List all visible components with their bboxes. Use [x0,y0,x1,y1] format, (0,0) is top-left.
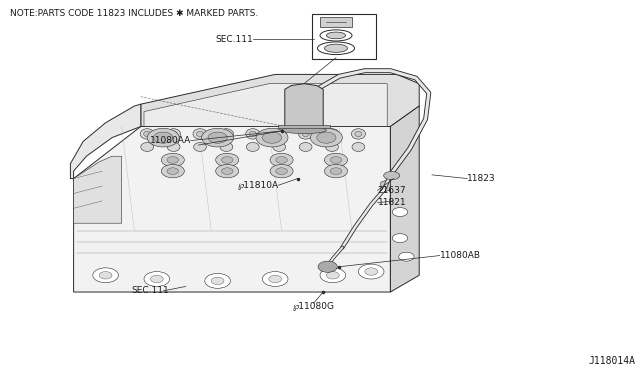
Circle shape [392,208,408,217]
Circle shape [358,264,384,279]
Circle shape [399,252,414,261]
Circle shape [221,157,233,163]
Circle shape [262,272,288,286]
Ellipse shape [166,129,180,139]
Ellipse shape [355,131,362,137]
Circle shape [216,153,239,167]
Text: 11823: 11823 [467,174,496,183]
Ellipse shape [302,131,309,137]
Circle shape [326,272,339,279]
Ellipse shape [250,131,256,137]
Circle shape [318,261,337,272]
Ellipse shape [325,129,339,139]
Ellipse shape [141,142,154,151]
FancyBboxPatch shape [312,14,376,59]
Text: J118014A: J118014A [589,356,636,366]
Circle shape [330,157,342,163]
Ellipse shape [326,142,339,151]
Polygon shape [70,104,141,179]
Text: NOTE:PARTS CODE 11823 INCLUDES ✱ MARKED PARTS.: NOTE:PARTS CODE 11823 INCLUDES ✱ MARKED … [10,9,258,18]
Ellipse shape [170,131,177,137]
Ellipse shape [220,129,234,139]
Circle shape [320,268,346,283]
Ellipse shape [220,142,233,151]
Polygon shape [74,126,390,292]
Ellipse shape [298,129,313,139]
Ellipse shape [320,30,352,41]
Circle shape [330,168,342,174]
Circle shape [147,128,179,147]
Ellipse shape [352,142,365,151]
Circle shape [167,157,179,163]
Ellipse shape [351,129,365,139]
Polygon shape [390,106,419,292]
Polygon shape [144,84,387,126]
Circle shape [154,132,173,143]
Text: ℘11080G: ℘11080G [292,302,335,311]
Circle shape [276,157,287,163]
Circle shape [161,164,184,178]
Text: SEC.111: SEC.111 [215,35,253,44]
Circle shape [216,164,239,178]
Ellipse shape [193,142,206,151]
Ellipse shape [140,129,154,139]
Ellipse shape [276,131,283,137]
Ellipse shape [384,171,399,180]
Circle shape [167,168,179,174]
Circle shape [221,168,233,174]
Text: SEC.111: SEC.111 [132,286,169,295]
Ellipse shape [167,142,180,151]
Ellipse shape [317,42,355,55]
Ellipse shape [193,129,207,139]
Circle shape [276,168,287,174]
Text: 11821: 11821 [378,198,406,207]
Circle shape [365,268,378,275]
Circle shape [270,164,293,178]
Circle shape [310,128,342,147]
Ellipse shape [282,127,326,134]
Ellipse shape [144,131,151,137]
Circle shape [150,275,163,283]
Polygon shape [285,84,323,126]
Circle shape [324,153,348,167]
Text: ℘11810A: ℘11810A [237,181,278,190]
Text: 11080AA: 11080AA [150,136,191,145]
Circle shape [392,234,408,243]
Ellipse shape [324,44,348,52]
Polygon shape [278,125,330,128]
Circle shape [269,275,282,283]
Circle shape [144,272,170,286]
Ellipse shape [223,131,230,137]
Circle shape [317,132,336,143]
Circle shape [262,132,282,143]
Circle shape [208,132,227,143]
Circle shape [256,128,288,147]
Circle shape [161,153,184,167]
Circle shape [205,273,230,288]
Ellipse shape [246,142,259,151]
Circle shape [202,128,234,147]
Ellipse shape [326,32,346,39]
Text: 11080AB: 11080AB [440,251,481,260]
Circle shape [93,268,118,283]
Circle shape [324,164,348,178]
Ellipse shape [273,142,285,151]
Ellipse shape [272,129,286,139]
Ellipse shape [328,131,335,137]
Ellipse shape [300,142,312,151]
Circle shape [270,153,293,167]
Polygon shape [320,17,352,27]
Circle shape [211,277,224,285]
Polygon shape [141,74,419,126]
Polygon shape [74,156,122,223]
Ellipse shape [246,129,260,139]
Circle shape [99,272,112,279]
Ellipse shape [196,131,204,137]
Text: 21637: 21637 [378,186,406,195]
Polygon shape [381,179,390,193]
